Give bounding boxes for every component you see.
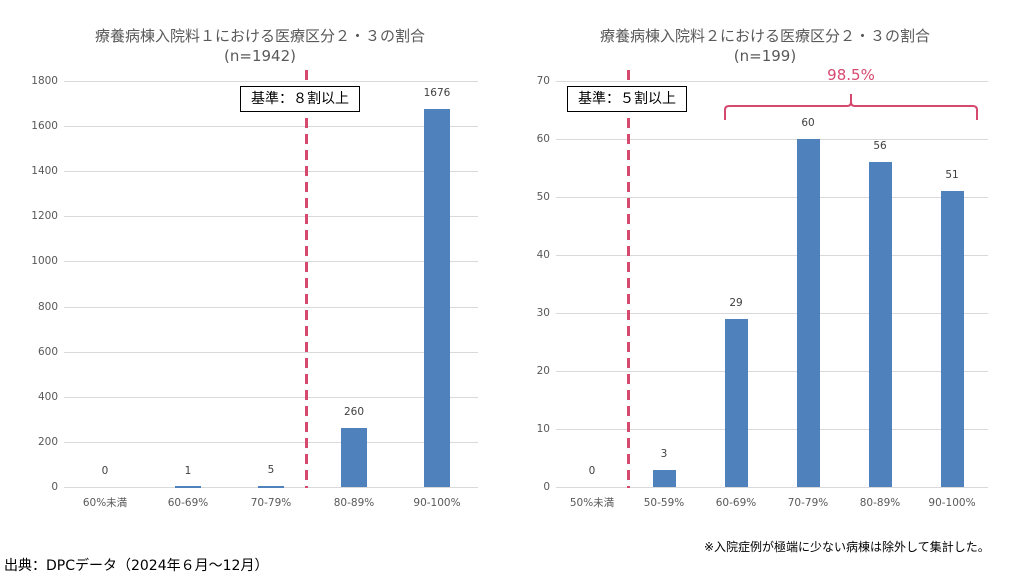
bar-value-label: 0 (588, 465, 596, 477)
threshold-line (627, 70, 630, 488)
y-tick-label: 40 (536, 249, 550, 261)
chart-title-main: 療養病棟入院料２における医療区分２・３の割合 (599, 27, 930, 45)
x-tick-label: 80-89% (859, 497, 901, 509)
bar (941, 191, 964, 487)
criteria-label: 基準：８割以上 (240, 86, 360, 112)
chart-ward-fee-1: 療養病棟入院料１における医療区分２・３の割合 (n=1942) 0 200 400 6… (31, 26, 480, 509)
gridline (64, 126, 478, 127)
x-tick-label: 90-100% (413, 497, 461, 509)
x-tick-label: 90-100% (928, 497, 976, 509)
bar (869, 162, 892, 487)
y-tick-label: 50 (536, 191, 550, 203)
bar-value-label: 260 (343, 406, 365, 418)
y-tick-label: 1600 (31, 120, 58, 132)
x-tick-label: 80-89% (333, 497, 375, 509)
bar-value-label: 1 (184, 465, 192, 477)
bar-value-label: 29 (729, 297, 743, 309)
gridline (64, 171, 478, 172)
gridline (64, 352, 478, 353)
bar (258, 486, 284, 488)
bar (175, 486, 201, 488)
bar (797, 139, 820, 487)
chart-title-main: 療養病棟入院料１における医療区分２・３の割合 (94, 27, 425, 45)
gridline (556, 371, 988, 372)
bar (424, 109, 450, 487)
data-source: 出典：DPCデータ（2024年６月〜12月） (4, 558, 269, 574)
gridline (556, 487, 988, 488)
y-tick-label: 0 (543, 481, 550, 493)
gridline (556, 197, 988, 198)
gridline (64, 307, 478, 308)
x-tick-label: 60%未満 (82, 497, 128, 509)
bar-value-label: 60 (801, 117, 815, 129)
gridline (556, 313, 988, 314)
gridline (64, 442, 478, 443)
brace-percentage: 98.5% (827, 66, 875, 84)
y-tick-label: 200 (37, 436, 58, 448)
y-tick-label: 600 (37, 346, 58, 358)
chart-title: 療養病棟入院料１における医療区分２・３の割合 (n=1942) (40, 26, 480, 66)
gridline (556, 139, 988, 140)
x-tick-label: 60-69% (167, 497, 209, 509)
bar (341, 428, 367, 487)
footnote: ※入院症例が極端に少ない病棟は除外して集計した。 (704, 540, 990, 554)
chart-subtitle: (n=199) (733, 47, 797, 65)
x-tick-label: 60-69% (715, 497, 757, 509)
y-tick-label: 1000 (31, 255, 58, 267)
y-tick-label: 0 (51, 481, 58, 493)
gridline (64, 216, 478, 217)
x-tick-label: 50%未満 (569, 497, 615, 509)
bar-value-label: 3 (660, 448, 668, 460)
chart-subtitle: (n=1942) (224, 47, 296, 65)
bar (653, 470, 676, 487)
y-tick-label: 20 (536, 365, 550, 377)
chart-title: 療養病棟入院料２における医療区分２・３の割合 (n=199) (545, 26, 985, 66)
bar-value-label: 0 (101, 465, 109, 477)
bar-value-label: 56 (873, 140, 887, 152)
criteria-label: 基準：５割以上 (567, 86, 687, 112)
gridline (64, 81, 478, 82)
x-tick-label: 70-79% (250, 497, 292, 509)
brace-bracket (724, 94, 978, 120)
y-tick-label: 1800 (31, 75, 58, 87)
y-tick-label: 60 (536, 133, 550, 145)
gridline (556, 255, 988, 256)
x-tick-label: 70-79% (787, 497, 829, 509)
bar-value-label: 51 (945, 169, 959, 181)
bar-value-label: 5 (267, 464, 275, 476)
threshold-line (305, 70, 308, 488)
gridline (556, 81, 988, 82)
gridline (556, 429, 988, 430)
gridline (64, 261, 478, 262)
y-tick-label: 400 (37, 391, 58, 403)
y-tick-label: 800 (37, 301, 58, 313)
y-tick-label: 70 (536, 75, 550, 87)
bar-value-label: 1676 (423, 87, 451, 99)
y-tick-label: 1400 (31, 165, 58, 177)
x-tick-label: 50-59% (643, 497, 685, 509)
gridline (64, 397, 478, 398)
y-tick-label: 10 (536, 423, 550, 435)
y-tick-label: 30 (536, 307, 550, 319)
y-tick-label: 1200 (31, 210, 58, 222)
bar (725, 319, 748, 487)
